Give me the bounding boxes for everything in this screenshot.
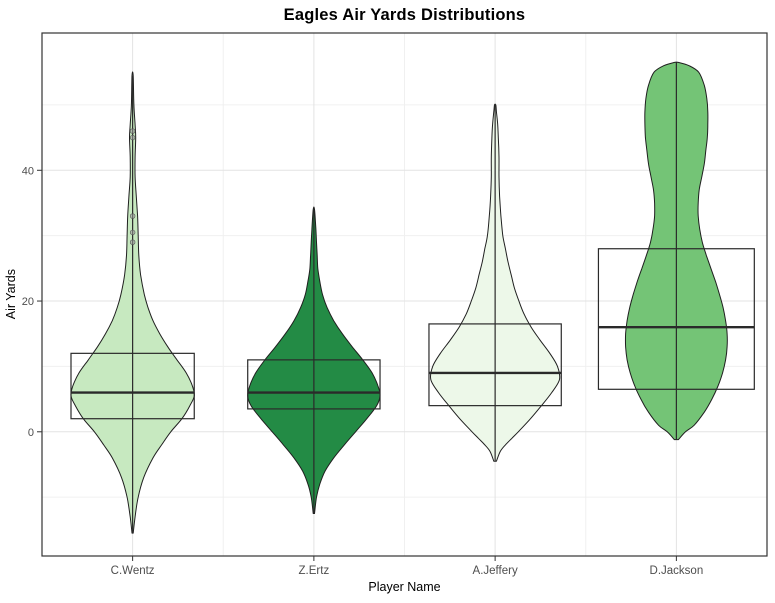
outlier-point (129, 239, 136, 245)
outlier-point (129, 134, 136, 141)
outlier-point (129, 213, 136, 219)
panel-border (41, 32, 768, 557)
box-D.Jackson (597, 248, 755, 390)
outlier-point (129, 128, 136, 134)
x-tick-label: C.Wentz (111, 565, 155, 577)
x-tick-label: A.Jeffery (473, 565, 518, 577)
y-tick-label: 0 (28, 427, 34, 439)
box-C.Wentz (70, 352, 195, 420)
box-A.Jeffery (428, 323, 562, 407)
box-Z.Ertz (247, 359, 381, 410)
chart-title: Eagles Air Yards Distributions (283, 6, 526, 24)
y-tick-label: 20 (22, 296, 34, 308)
x-tick-label: Z.Ertz (299, 565, 330, 577)
outlier-point (129, 229, 136, 236)
x-tick-label: D.Jackson (650, 565, 704, 577)
y-tick-label: 40 (22, 165, 34, 177)
x-axis-title: Player Name (368, 580, 441, 594)
